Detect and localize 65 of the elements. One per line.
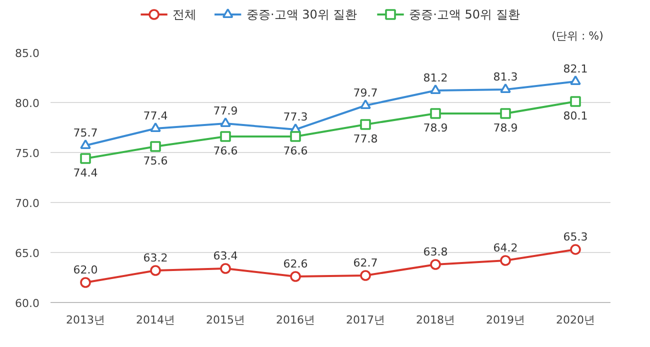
y-tick-label: 70.0 [15,197,40,210]
x-tick-label: 2017년 [346,314,386,326]
point [570,75,581,85]
data-label: 65.3 [563,230,588,244]
point [220,117,231,127]
data-label: 79.7 [353,86,378,100]
x-tick-label: 2013년 [66,314,106,326]
legend-label: 중증·고액 30위 질환 [246,8,358,22]
point [150,122,161,132]
y-tick-label: 85.0 [15,47,40,60]
point [500,83,511,93]
point [80,139,91,149]
x-tick-label: 2014년 [136,314,176,326]
data-label: 76.6 [213,144,238,158]
x-tick-label: 2016년 [276,314,316,326]
point [290,271,301,282]
data-label: 74.4 [73,166,98,180]
point [80,277,91,288]
y-tick-label: 60.0 [15,297,40,310]
x-tick-label: 2020년 [556,314,596,326]
data-label: 63.8 [423,246,448,258]
point [150,141,161,152]
data-label: 80.1 [563,110,588,122]
x-tick-label: 2019년 [486,314,526,326]
point [500,108,511,119]
point [220,131,231,142]
point [570,244,581,255]
point [430,259,441,270]
x-tick-label: 2015년 [206,314,246,326]
x-tick-label: 2018년 [416,314,456,326]
point [360,99,371,109]
data-label: 77.8 [353,132,378,146]
point [430,108,441,119]
data-label: 63.4 [213,250,238,262]
data-label: 78.9 [423,122,448,134]
data-label: 77.4 [143,110,168,122]
point [570,96,581,107]
data-label: 77.3 [283,110,308,124]
data-label: 82.1 [563,62,588,76]
y-tick-label: 75.0 [15,147,40,160]
data-label: 78.9 [493,122,518,134]
data-label: 75.7 [73,126,98,140]
data-label: 64.2 [493,242,518,254]
data-label: 77.9 [213,104,238,118]
legend-label: 중증·고액 50위 질환 [409,8,520,22]
data-label: 75.6 [143,154,168,168]
point [430,84,441,94]
point [290,131,301,142]
legend-label: 전체 [172,8,197,22]
point [80,153,91,164]
data-label: 81.3 [493,70,518,84]
data-label: 62.0 [73,264,98,276]
y-tick-label: 65.0 [15,247,40,260]
y-tick-label: 80.0 [15,97,40,110]
point [360,270,371,281]
text: (단위 : %) [552,30,604,42]
point [220,263,231,274]
data-label: 62.7 [353,256,378,270]
data-label: 62.6 [283,258,308,270]
data-label: 76.6 [283,144,308,158]
point [500,255,511,266]
data-label: 81.2 [423,72,448,84]
point [150,265,161,276]
data-label: 63.2 [143,252,168,264]
point [360,119,371,130]
